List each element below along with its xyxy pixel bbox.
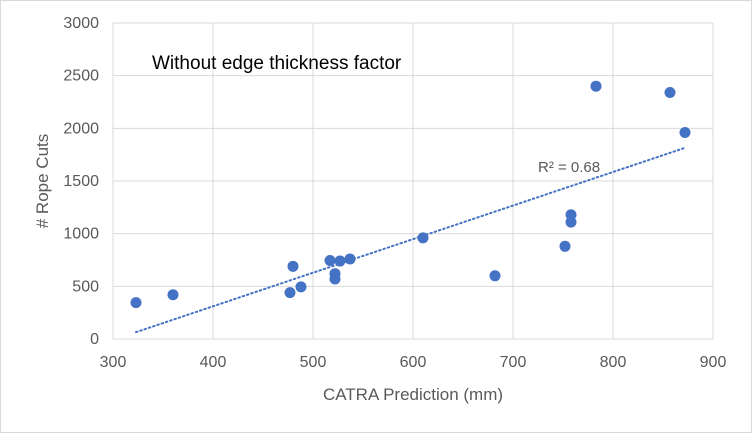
x-tick-label: 500: [300, 354, 327, 371]
x-tick-label: 800: [600, 354, 627, 371]
data-point: [130, 297, 142, 309]
trendline: [135, 146, 686, 334]
x-axis-title: CATRA Prediction (mm): [323, 385, 503, 404]
trendline-r2-label: R² = 0.68: [538, 159, 600, 176]
data-point: [167, 289, 179, 301]
data-point: [284, 287, 296, 299]
data-point: [287, 260, 299, 272]
data-point: [489, 270, 501, 282]
data-points: [130, 80, 691, 309]
data-point: [664, 87, 676, 99]
x-tick-label: 700: [500, 354, 527, 371]
data-point: [295, 281, 307, 293]
x-tick-label: 600: [400, 354, 427, 371]
data-point: [679, 127, 691, 139]
x-tick-label: 400: [200, 354, 227, 371]
data-point: [559, 240, 571, 252]
chart-annotation: Without edge thickness factor: [152, 53, 402, 74]
x-tick-label: 900: [700, 354, 727, 371]
y-tick-label: 1000: [63, 226, 99, 243]
y-axis-ticks: 0 500 1000 1500 2000 2500 3000: [63, 15, 99, 348]
data-point: [344, 253, 356, 265]
y-tick-label: 2000: [63, 120, 99, 137]
gridlines: [112, 22, 714, 340]
data-point: [590, 80, 602, 92]
y-tick-label: 1500: [63, 173, 99, 190]
y-tick-label: 500: [72, 278, 99, 295]
data-point: [329, 273, 341, 285]
y-tick-label: 2500: [63, 68, 99, 85]
data-point: [324, 255, 336, 267]
x-axis-ticks: 300 400 500 600 700 800 900: [100, 354, 727, 371]
data-point: [334, 255, 346, 267]
y-tick-label: 0: [90, 331, 99, 348]
data-point: [565, 216, 577, 228]
y-tick-label: 3000: [63, 15, 99, 32]
x-tick-label: 300: [100, 354, 127, 371]
y-axis-title: # Rope Cuts: [33, 134, 52, 229]
data-point: [417, 232, 429, 244]
